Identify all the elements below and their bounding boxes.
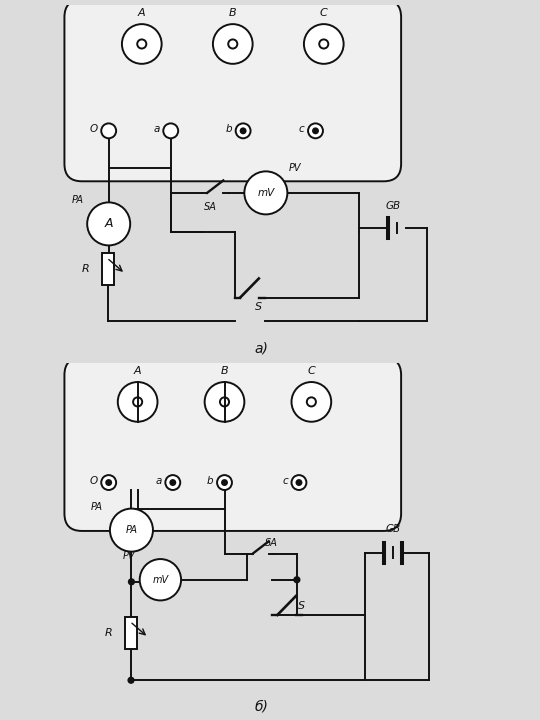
Text: O: O xyxy=(90,476,98,486)
Text: B: B xyxy=(229,8,237,18)
Circle shape xyxy=(292,475,306,490)
Text: a): a) xyxy=(255,342,269,356)
Circle shape xyxy=(128,678,134,683)
Circle shape xyxy=(87,202,130,246)
Circle shape xyxy=(304,24,343,64)
Circle shape xyxy=(140,559,181,600)
Circle shape xyxy=(101,123,116,138)
Text: a: a xyxy=(156,476,161,486)
Text: R: R xyxy=(105,628,112,638)
Text: b: b xyxy=(207,476,213,486)
Text: GB: GB xyxy=(385,201,400,211)
Circle shape xyxy=(220,397,229,406)
Text: PV: PV xyxy=(288,163,301,173)
Text: a: a xyxy=(153,124,160,134)
Text: б): б) xyxy=(255,700,269,714)
Bar xyxy=(125,616,137,649)
Text: C: C xyxy=(320,8,328,18)
Circle shape xyxy=(106,480,111,485)
Circle shape xyxy=(296,480,301,485)
Text: c: c xyxy=(282,476,288,486)
Circle shape xyxy=(292,382,331,422)
Text: mV: mV xyxy=(152,575,168,585)
Circle shape xyxy=(308,123,323,138)
Circle shape xyxy=(122,24,161,64)
Text: SA: SA xyxy=(265,538,278,547)
Text: PV: PV xyxy=(122,552,135,561)
Text: SA: SA xyxy=(204,202,217,212)
Circle shape xyxy=(213,24,253,64)
Text: C: C xyxy=(307,366,315,376)
Text: PA: PA xyxy=(91,502,103,511)
Circle shape xyxy=(313,128,318,133)
Circle shape xyxy=(137,40,146,48)
Circle shape xyxy=(101,475,116,490)
Text: b: b xyxy=(226,124,232,134)
Circle shape xyxy=(165,475,180,490)
Text: A: A xyxy=(134,366,141,376)
Text: mV: mV xyxy=(257,188,274,198)
Circle shape xyxy=(129,579,134,585)
Circle shape xyxy=(170,480,176,485)
FancyBboxPatch shape xyxy=(64,0,401,181)
Circle shape xyxy=(307,397,316,406)
Text: A: A xyxy=(104,217,113,230)
Text: PA: PA xyxy=(125,525,138,535)
Circle shape xyxy=(205,382,245,422)
Circle shape xyxy=(118,382,158,422)
Text: A: A xyxy=(138,8,146,18)
Circle shape xyxy=(217,475,232,490)
Circle shape xyxy=(228,40,237,48)
Circle shape xyxy=(319,40,328,48)
Circle shape xyxy=(245,171,287,215)
Circle shape xyxy=(241,128,246,133)
Text: GB: GB xyxy=(385,524,400,534)
Circle shape xyxy=(110,508,153,552)
Bar xyxy=(102,253,113,285)
Text: S: S xyxy=(255,302,262,312)
Text: PA: PA xyxy=(72,195,84,205)
Text: S: S xyxy=(298,600,305,611)
Circle shape xyxy=(163,123,178,138)
Text: B: B xyxy=(221,366,228,376)
Text: R: R xyxy=(82,264,90,274)
FancyBboxPatch shape xyxy=(64,358,401,531)
Circle shape xyxy=(294,577,300,582)
Text: c: c xyxy=(299,124,305,134)
Circle shape xyxy=(235,123,251,138)
Text: O: O xyxy=(90,124,98,134)
Circle shape xyxy=(222,480,227,485)
Circle shape xyxy=(133,397,142,406)
